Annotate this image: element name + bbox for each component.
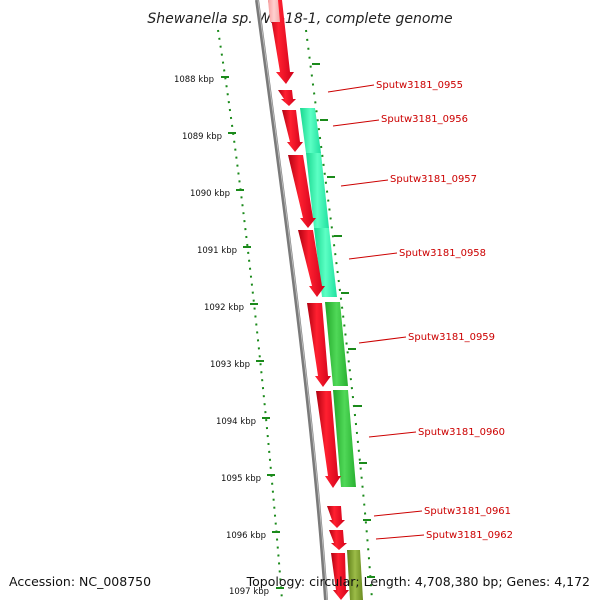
gene-label: Sputw3181_0959 bbox=[408, 332, 495, 343]
tick-label: 1088 kbp bbox=[174, 75, 214, 85]
tick-label: 1096 kbp bbox=[226, 531, 266, 541]
leader-line bbox=[373, 510, 423, 517]
topology-text: Topology: circular; Length: 4,708,380 bp… bbox=[246, 574, 590, 589]
outer-ticks bbox=[312, 63, 375, 578]
gene-label: Sputw3181_0955 bbox=[376, 80, 463, 91]
cds-arrow-faded bbox=[268, 0, 280, 22]
accession-text: Accession: NC_008750 bbox=[9, 574, 151, 589]
tick-label: 1094 kbp bbox=[216, 417, 256, 427]
leader-line bbox=[348, 252, 398, 260]
leader-line bbox=[332, 119, 380, 127]
tick-label: 1093 kbp bbox=[210, 360, 250, 370]
cds-arrow bbox=[288, 155, 316, 228]
cog-bar bbox=[347, 550, 363, 600]
leader-line bbox=[358, 336, 407, 344]
cds-arrow bbox=[327, 506, 345, 528]
label-leaders bbox=[327, 84, 425, 540]
cds-arrow bbox=[282, 110, 303, 152]
cog-bar bbox=[314, 228, 337, 297]
leader-line bbox=[327, 84, 375, 93]
gene-label: Sputw3181_0960 bbox=[418, 427, 505, 438]
leader-line bbox=[340, 179, 389, 187]
tick-label: 1092 kbp bbox=[204, 303, 244, 313]
backbone-line bbox=[255, 0, 328, 600]
tick-label: 1097 kbp bbox=[229, 587, 269, 597]
scale-ticks: 1088 kbp 1089 kbp 1090 kbp 1091 kbp 1092… bbox=[174, 75, 284, 597]
gene-label: Sputw3181_0962 bbox=[426, 530, 513, 541]
cds-arrow bbox=[298, 230, 325, 297]
leader-line bbox=[368, 431, 417, 438]
map-title: Shewanella sp. W3-18-1, complete genome bbox=[147, 11, 452, 27]
cog-bar bbox=[325, 302, 348, 386]
gene-labels: Sputw3181_0955 Sputw3181_0956 Sputw3181_… bbox=[376, 80, 513, 541]
cog-bar bbox=[306, 153, 329, 228]
cds-arrow bbox=[278, 90, 296, 106]
tick-label: 1095 kbp bbox=[221, 474, 261, 484]
gene-label: Sputw3181_0961 bbox=[424, 506, 511, 517]
tick-label: 1091 kbp bbox=[197, 246, 237, 256]
cds-arrow bbox=[331, 553, 349, 600]
cds-arrow bbox=[329, 530, 347, 550]
cog-bar bbox=[300, 108, 321, 153]
cds-arrow bbox=[316, 391, 341, 488]
tick-label: 1089 kbp bbox=[182, 132, 222, 142]
cog-bar bbox=[333, 390, 356, 487]
cog-track bbox=[300, 108, 363, 600]
backbone-highlight bbox=[257, 0, 328, 600]
leader-line bbox=[375, 534, 425, 540]
gene-label: Sputw3181_0958 bbox=[399, 248, 486, 259]
scale-track bbox=[217, 29, 283, 600]
cds-arrow bbox=[307, 303, 331, 387]
cds-track bbox=[268, 0, 349, 600]
gene-label: Sputw3181_0957 bbox=[390, 174, 477, 185]
gene-label: Sputw3181_0956 bbox=[381, 114, 468, 125]
tick-label: 1090 kbp bbox=[190, 189, 230, 199]
